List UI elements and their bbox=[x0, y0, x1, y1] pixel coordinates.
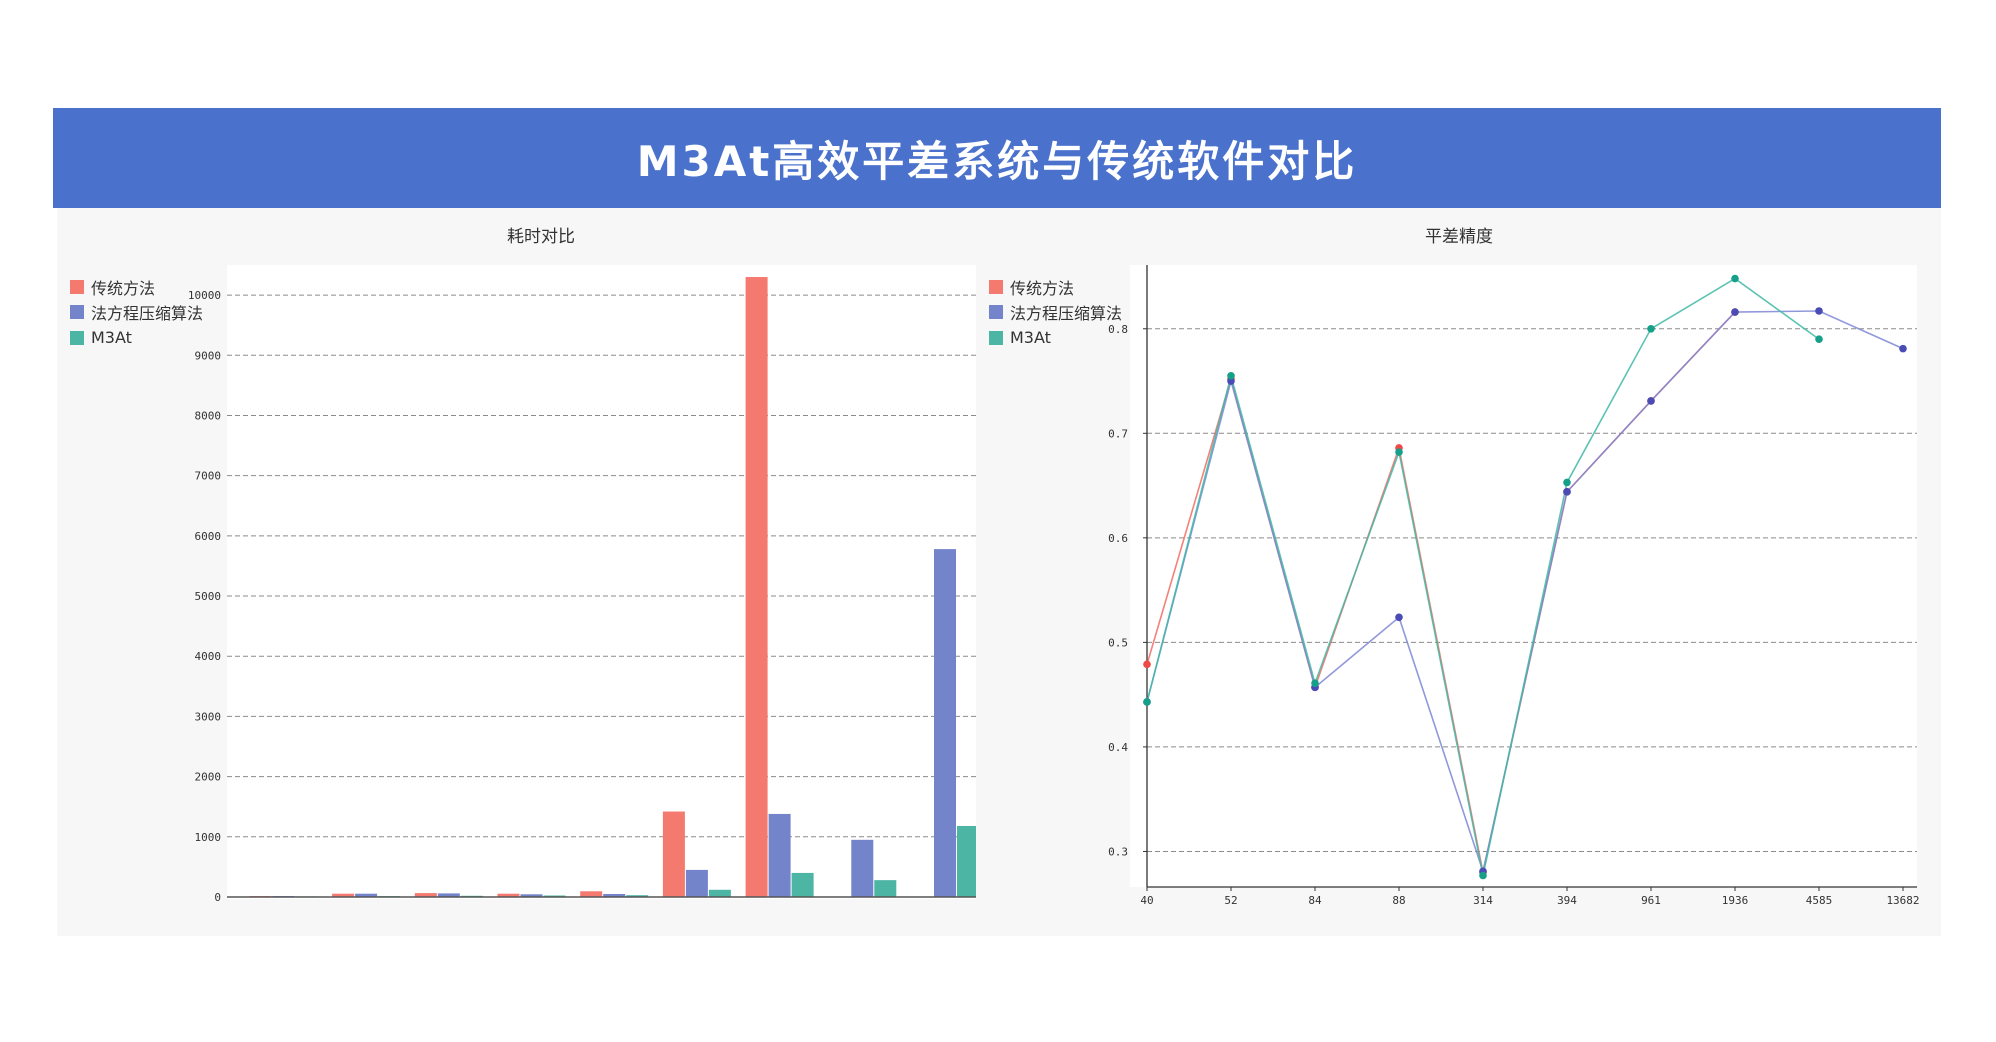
legend-swatch-m3at bbox=[70, 330, 84, 345]
bar-y-tick-label: 10000 bbox=[188, 289, 221, 302]
legend-swatch-normal-equation bbox=[989, 305, 1003, 320]
data-point bbox=[1227, 377, 1235, 385]
bar-y-tick-label: 7000 bbox=[195, 470, 222, 483]
data-point bbox=[1815, 307, 1823, 315]
data-point bbox=[1647, 324, 1655, 333]
bar-plot-area bbox=[227, 265, 976, 899]
line-x-tick-label: 88 bbox=[1392, 894, 1405, 907]
title-banner: M3At高效平差系统与传统软件对比 bbox=[53, 108, 1941, 208]
line-x-tick-label: 961 bbox=[1641, 894, 1661, 907]
bar bbox=[580, 891, 603, 897]
data-point bbox=[1395, 448, 1403, 456]
data-point bbox=[1563, 488, 1571, 496]
bar-y-tick-label: 5000 bbox=[195, 590, 222, 603]
line-plot-area bbox=[1130, 265, 1917, 887]
line-x-tick-label: 40 bbox=[1140, 894, 1153, 907]
data-point bbox=[1143, 660, 1151, 669]
bar-chart-legend: 传统方法 法方程压缩算法 M3At bbox=[70, 274, 203, 351]
line-chart-title: 平差精度 bbox=[1425, 227, 1493, 247]
legend-swatch-traditional bbox=[70, 279, 84, 294]
legend-item-traditional[interactable]: 传统方法 bbox=[70, 274, 203, 300]
data-point bbox=[1731, 274, 1739, 283]
data-point bbox=[1563, 478, 1571, 487]
line-chart-legend: 传统方法 法方程压缩算法 M3At bbox=[989, 274, 1122, 351]
line-x-tick-label: 4585 bbox=[1806, 894, 1833, 907]
bar bbox=[520, 894, 543, 897]
bar bbox=[626, 895, 649, 897]
bar bbox=[543, 895, 566, 897]
legend-swatch-m3at bbox=[989, 330, 1003, 345]
legend-item-traditional[interactable]: 传统方法 bbox=[989, 274, 1122, 300]
page-title: M3At高效平差系统与传统软件对比 bbox=[636, 136, 1358, 186]
bar bbox=[603, 893, 626, 897]
bar bbox=[791, 872, 814, 897]
bar bbox=[332, 893, 355, 897]
legend-label: 传统方法 bbox=[1010, 278, 1075, 298]
line-x-tick-label: 1936 bbox=[1722, 894, 1749, 907]
data-point bbox=[1479, 871, 1487, 880]
bar-y-tick-label: 9000 bbox=[195, 349, 222, 362]
bar bbox=[851, 839, 874, 897]
bar bbox=[708, 889, 731, 897]
line-x-tick-label: 394 bbox=[1557, 894, 1577, 907]
bar bbox=[437, 893, 460, 897]
data-point bbox=[1395, 613, 1403, 622]
data-point bbox=[1815, 335, 1823, 344]
line-x-tick-label: 52 bbox=[1224, 894, 1237, 907]
legend-item-normal-equation[interactable]: 法方程压缩算法 bbox=[989, 300, 1122, 326]
line-x-tick-label: 13682 bbox=[1886, 894, 1919, 907]
bar bbox=[355, 893, 378, 897]
data-point bbox=[1731, 308, 1739, 316]
bar bbox=[745, 277, 768, 897]
line-x-tick-label: 84 bbox=[1308, 894, 1322, 907]
bar bbox=[934, 549, 956, 897]
bar bbox=[874, 880, 897, 897]
line-y-tick-label: 0.7 bbox=[1108, 427, 1128, 440]
legend-label: M3At bbox=[1010, 328, 1051, 348]
line-y-tick-label: 0.8 bbox=[1108, 323, 1128, 336]
bar bbox=[685, 869, 708, 897]
bar-y-tick-label: 8000 bbox=[195, 409, 222, 422]
bar bbox=[497, 893, 520, 897]
legend-swatch-traditional bbox=[989, 279, 1003, 294]
bar-y-tick-label: 3000 bbox=[195, 710, 222, 723]
legend-item-normal-equation[interactable]: 法方程压缩算法 bbox=[70, 300, 203, 326]
data-point bbox=[1143, 698, 1151, 706]
legend-item-m3at[interactable]: M3At bbox=[989, 325, 1122, 351]
legend-label: 法方程压缩算法 bbox=[1010, 304, 1123, 324]
data-point bbox=[1227, 372, 1235, 380]
bar bbox=[768, 813, 791, 897]
legend-item-m3at[interactable]: M3At bbox=[70, 325, 203, 351]
legend-label: 传统方法 bbox=[91, 278, 156, 298]
bar-y-tick-label: 2000 bbox=[195, 771, 222, 784]
data-point bbox=[1647, 397, 1655, 405]
legend-swatch-normal-equation bbox=[70, 305, 84, 320]
bar-y-tick-label: 6000 bbox=[195, 530, 222, 543]
legend-label: 法方程压缩算法 bbox=[91, 304, 204, 324]
line-series-group bbox=[1143, 274, 1907, 880]
bar bbox=[414, 893, 437, 897]
bar bbox=[662, 811, 685, 897]
bar-y-tick-label: 4000 bbox=[195, 650, 222, 663]
bar-chart-title: 耗时对比 bbox=[507, 227, 575, 247]
line-y-tick-label: 0.6 bbox=[1108, 532, 1128, 545]
bar-series-group bbox=[249, 277, 976, 898]
bar bbox=[957, 825, 976, 897]
line-y-tick-label: 0.5 bbox=[1108, 636, 1128, 649]
data-point bbox=[1899, 344, 1907, 353]
line-x-tick-label: 314 bbox=[1473, 894, 1493, 907]
legend-label: M3At bbox=[91, 328, 132, 348]
data-point bbox=[1311, 679, 1319, 687]
line-y-tick-label: 0.3 bbox=[1108, 845, 1128, 858]
bar-y-tick-label: 1000 bbox=[195, 831, 222, 844]
line-y-tick-label: 0.4 bbox=[1108, 741, 1128, 754]
bar-y-tick-label: 0 bbox=[214, 891, 221, 904]
